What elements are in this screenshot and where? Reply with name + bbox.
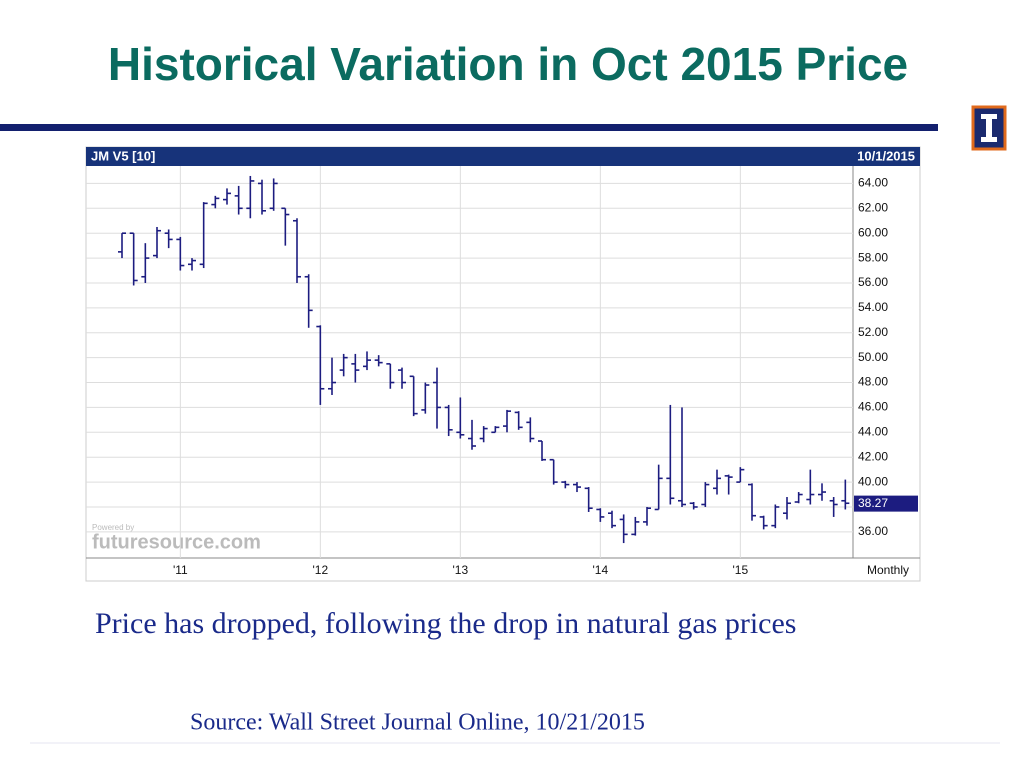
- last-price-label: 38.27: [858, 496, 888, 510]
- ohlc-bar: [339, 353, 348, 377]
- watermark: futuresource.com: [92, 531, 261, 553]
- ohlc-bar: [211, 195, 220, 209]
- ohlc-bar: [689, 502, 698, 510]
- ohlc-bar: [176, 236, 185, 271]
- ohlc-bar: [398, 367, 406, 389]
- y-tick-label: 46.00: [858, 400, 888, 414]
- x-tick-label: '15: [733, 563, 749, 577]
- ohlc-bar: [351, 353, 360, 383]
- ohlc-bar: [748, 483, 756, 521]
- ohlc-bar: [666, 404, 675, 505]
- ohlc-bar: [129, 232, 138, 286]
- ohlc-bar: [584, 487, 593, 512]
- ohlc-bar: [818, 483, 826, 501]
- source: Source: Wall Street Journal Online, 10/2…: [190, 710, 645, 736]
- ohlc-bar: [771, 504, 780, 529]
- ohlc-bar: [701, 482, 710, 507]
- y-tick-label: 42.00: [858, 449, 888, 463]
- x-tick-label: '14: [593, 563, 609, 577]
- y-tick-label: 62.00: [858, 200, 888, 214]
- ohlc-bar: [281, 207, 290, 246]
- chart-header: [86, 147, 920, 166]
- ohlc-bar: [713, 469, 721, 495]
- ohlc-bar: [433, 367, 441, 429]
- y-tick-label: 58.00: [858, 250, 888, 264]
- ohlc-bar: [444, 404, 453, 437]
- ohlc-bar: [386, 363, 395, 389]
- ohlc-bar: [153, 226, 161, 259]
- ohlc-bar: [316, 325, 325, 405]
- ohlc-bar: [246, 175, 255, 219]
- ohlc-bar: [841, 479, 850, 510]
- ohlc-bar: [759, 515, 768, 530]
- ohlc-bar: [736, 467, 745, 483]
- ohlc-bar: [293, 218, 301, 283]
- x-tick-label: '11: [173, 563, 188, 577]
- ohlc-bar: [806, 469, 815, 505]
- ohlc-bar: [526, 417, 535, 443]
- ohlc-bar: [514, 411, 523, 430]
- period-label: Monthly: [867, 563, 909, 577]
- caption: Price has dropped, following the drop in…: [95, 607, 796, 640]
- y-tick-label: 36.00: [858, 524, 888, 538]
- ohlc-bar: [269, 178, 278, 211]
- ohlc-bar: [409, 375, 418, 417]
- ohlc-bar: [643, 506, 651, 526]
- chart-date: 10/1/2015: [857, 148, 915, 163]
- x-tick-label: '12: [313, 563, 329, 577]
- ohlc-bar: [164, 229, 173, 249]
- ohlc-bar: [234, 185, 243, 215]
- y-tick-label: 52.00: [858, 325, 888, 339]
- y-tick-label: 60.00: [858, 225, 888, 239]
- ohlc-bar: [794, 492, 803, 504]
- y-tick-label: 56.00: [858, 275, 888, 289]
- ohlc-bar: [258, 179, 266, 215]
- title-rule: [0, 124, 938, 131]
- ohlc-bar: [573, 482, 581, 493]
- ohlc-bar: [199, 202, 208, 269]
- ohlc-bar: [619, 514, 628, 544]
- last-price-box: [854, 495, 918, 512]
- ohlc-bar: [456, 397, 465, 439]
- ohlc-bar: [724, 474, 733, 495]
- y-tick-label: 54.00: [858, 300, 888, 314]
- y-tick-label: 64.00: [858, 176, 888, 190]
- ohlc-bar: [503, 409, 511, 433]
- ohlc-bar: [491, 426, 500, 434]
- ohlc-bar: [783, 497, 791, 520]
- ohlc-bar: [608, 510, 616, 529]
- ohlc-bar: [328, 357, 336, 395]
- ohlc-bar: [118, 232, 126, 259]
- y-tick-label: 50.00: [858, 350, 888, 364]
- ohlc-bar: [421, 382, 430, 414]
- y-tick-label: 48.00: [858, 375, 888, 389]
- ohlc-bar: [141, 243, 150, 283]
- watermark-note: Powered by: [92, 523, 134, 532]
- ohlc-bar: [631, 516, 640, 536]
- ohlc-bar: [304, 274, 313, 328]
- ohlc-bar: [654, 464, 663, 511]
- symbol: JM V5 [10]: [91, 148, 155, 163]
- ohlc-bar: [596, 508, 605, 522]
- ohlc-bar: [829, 497, 838, 517]
- ohlc-bar: [374, 355, 383, 367]
- slide-title: Historical Variation in Oct 2015 Price: [108, 38, 908, 90]
- plot: 36.0038.0040.0042.0044.0046.0048.0050.00…: [86, 166, 918, 577]
- ohlc-bar: [468, 419, 476, 450]
- ohlc-bar: [678, 407, 686, 507]
- ohlc-bar: [188, 258, 196, 271]
- ohlc-bar: [479, 426, 488, 443]
- x-tick-label: '13: [453, 563, 469, 577]
- ohlc-bar: [549, 458, 558, 485]
- ohlc-bar: [561, 480, 570, 489]
- ohlc-bar: [223, 188, 231, 205]
- y-tick-label: 44.00: [858, 424, 888, 438]
- ohlc-bar: [363, 351, 371, 371]
- logo: [971, 105, 1007, 151]
- ohlc-bar: [538, 440, 546, 461]
- chart-frame: [85, 146, 921, 582]
- y-tick-label: 40.00: [858, 474, 888, 488]
